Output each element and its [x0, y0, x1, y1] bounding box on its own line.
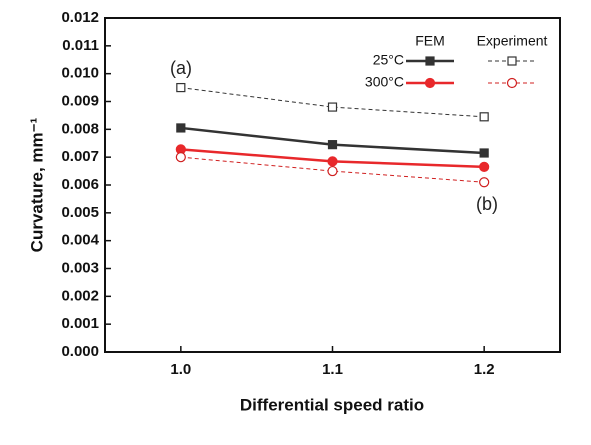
y-tick-label: 0.007: [61, 148, 99, 165]
annotation: (a): [170, 58, 192, 78]
legend-label: 300°C: [365, 74, 404, 90]
y-tick-label: 0.004: [61, 232, 99, 249]
marker: [479, 148, 489, 158]
marker: [176, 82, 186, 93]
y-tick-label: 0.012: [61, 9, 99, 26]
marker: [175, 152, 186, 163]
y-tick-label: 0.010: [61, 65, 99, 82]
marker: [479, 161, 490, 173]
y-tick-label: 0.009: [61, 92, 99, 109]
marker: [327, 165, 338, 177]
legend-marker: [506, 77, 518, 89]
legend-marker: [424, 77, 436, 89]
marker: [327, 156, 338, 167]
y-tick-label: 0.005: [61, 204, 99, 221]
legend-marker: [425, 56, 435, 66]
y-tick-label: 0.003: [61, 259, 99, 276]
legend-marker: [507, 56, 517, 66]
marker: [176, 123, 186, 133]
y-axis-title: Curvature, mm⁻¹: [27, 117, 46, 252]
series-line: [180, 87, 485, 118]
marker: [327, 140, 338, 150]
annotation: (b): [476, 194, 498, 214]
y-tick-label: 0.000: [61, 343, 99, 360]
y-tick-label: 0.008: [61, 120, 99, 137]
series-line: [180, 156, 485, 183]
y-tick-label: 0.011: [62, 37, 99, 54]
x-tick-label: 1.2: [474, 361, 495, 378]
marker: [479, 112, 489, 122]
legend-label: 25°C: [373, 52, 404, 68]
y-tick-label: 0.001: [61, 315, 99, 332]
x-tick-label: 1.1: [322, 361, 343, 378]
marker: [327, 102, 338, 112]
x-axis-title: Differential speed ratio: [240, 395, 424, 414]
x-tick-label: 1.0: [170, 361, 191, 378]
y-tick-label: 0.002: [61, 287, 99, 304]
legend-header: FEM: [415, 33, 445, 49]
y-tick-label: 0.006: [61, 176, 99, 193]
marker: [479, 177, 490, 188]
legend-header: Experiment: [477, 33, 548, 49]
